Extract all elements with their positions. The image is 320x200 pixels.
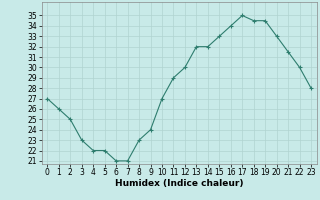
X-axis label: Humidex (Indice chaleur): Humidex (Indice chaleur) — [115, 179, 244, 188]
